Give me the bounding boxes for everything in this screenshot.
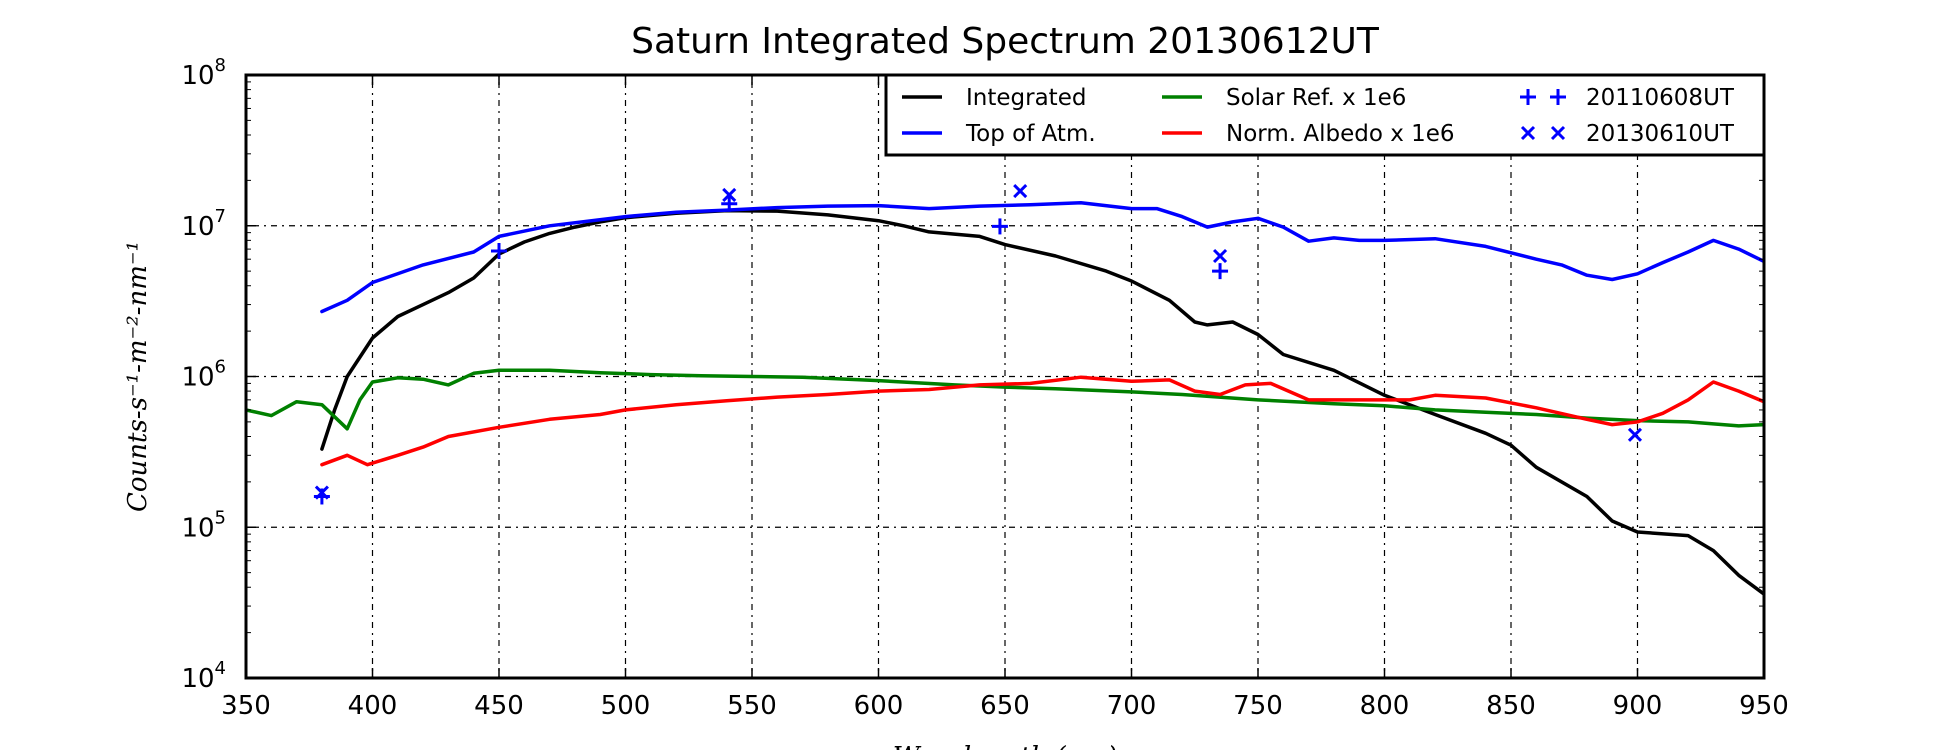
legend-label: Norm. Albedo x 1e6 bbox=[1226, 121, 1455, 147]
y-tick-base: 10 bbox=[181, 363, 214, 393]
legend-label: 20110608UT bbox=[1586, 85, 1735, 111]
marker-stroke bbox=[722, 187, 737, 203]
x-tick-label: 700 bbox=[1107, 691, 1157, 721]
x-tick-label: 400 bbox=[348, 691, 398, 721]
legend-item: Top of Atm. bbox=[902, 121, 1096, 147]
y-tick-exponent: 7 bbox=[215, 206, 226, 227]
y-tick-exponent: 5 bbox=[215, 507, 226, 528]
data-point-cross bbox=[1013, 183, 1028, 199]
legend-item: Integrated bbox=[902, 85, 1086, 111]
y-tick-label: 104 bbox=[181, 658, 226, 694]
legend-label: Top of Atm. bbox=[965, 121, 1096, 147]
legend-item: 20110608UT bbox=[1520, 85, 1735, 111]
x-tick-label: 750 bbox=[1233, 691, 1283, 721]
y-tick-label: 108 bbox=[181, 55, 226, 91]
y-tick-exponent: 8 bbox=[215, 55, 226, 76]
x-tick-label: 450 bbox=[474, 691, 524, 721]
legend-item: 20130610UT bbox=[1520, 121, 1735, 147]
data-point-plus bbox=[991, 218, 1008, 235]
x-tick-label: 950 bbox=[1739, 691, 1789, 721]
chart-title: Saturn Integrated Spectrum 20130612UT bbox=[631, 21, 1380, 62]
data-point-cross bbox=[314, 485, 329, 500]
legend-item: Solar Ref. x 1e6 bbox=[1162, 85, 1406, 111]
x-tick-label: 550 bbox=[727, 691, 777, 721]
y-tick-base: 10 bbox=[181, 61, 214, 91]
y-tick-base: 10 bbox=[181, 664, 214, 694]
legend-marker-cross bbox=[1550, 125, 1566, 141]
x-tick-label: 500 bbox=[601, 691, 651, 721]
y-axis-label: Counts-s⁻¹-m⁻²-nm⁻¹ bbox=[123, 241, 153, 512]
x-tick-label: 350 bbox=[221, 691, 271, 721]
marker-stroke bbox=[1520, 125, 1536, 141]
marker-stroke bbox=[314, 485, 329, 500]
series-line bbox=[246, 368, 1764, 431]
series-line bbox=[320, 201, 1764, 314]
data-point-cross bbox=[722, 187, 737, 203]
marker-stroke bbox=[1550, 125, 1566, 141]
y-tick-label: 107 bbox=[181, 206, 226, 242]
legend-marker-plus bbox=[1550, 89, 1566, 105]
y-tick-base: 10 bbox=[181, 513, 214, 543]
series-line bbox=[320, 375, 1764, 467]
x-tick-label: 600 bbox=[854, 691, 904, 721]
y-tick-base: 10 bbox=[181, 212, 214, 242]
series-line bbox=[320, 208, 1764, 596]
legend-label: Solar Ref. x 1e6 bbox=[1226, 85, 1406, 111]
x-axis-label: Wavelength (nm) bbox=[893, 742, 1117, 750]
legend-item: Norm. Albedo x 1e6 bbox=[1162, 121, 1455, 147]
marker-stroke bbox=[1212, 248, 1228, 264]
x-tick-label: 900 bbox=[1613, 691, 1663, 721]
plot-area bbox=[246, 201, 1764, 596]
x-tick-label: 850 bbox=[1486, 691, 1536, 721]
data-point-cross bbox=[1212, 248, 1228, 264]
data-point-plus bbox=[1212, 263, 1229, 280]
marker-stroke bbox=[1627, 427, 1643, 442]
legend-marker-cross bbox=[1520, 125, 1536, 141]
legend-box bbox=[884, 73, 1766, 157]
marker-stroke bbox=[1013, 183, 1028, 199]
data-point-plus bbox=[721, 195, 738, 212]
y-tick-label: 106 bbox=[181, 357, 226, 393]
grid-lines bbox=[246, 75, 1764, 678]
x-tick-label: 800 bbox=[1360, 691, 1410, 721]
legend-label: Integrated bbox=[966, 85, 1086, 111]
data-point-plus bbox=[491, 242, 507, 259]
legend-marker-plus bbox=[1520, 89, 1536, 105]
x-tick-label: 650 bbox=[980, 691, 1030, 721]
y-tick-label: 105 bbox=[181, 507, 226, 543]
axes: 350 400 450 500 550 600 650 700 750 800 850 900 950 1… bbox=[181, 55, 1788, 721]
y-tick-exponent: 6 bbox=[215, 357, 226, 378]
data-point-cross bbox=[1627, 427, 1643, 442]
y-tick-exponent: 4 bbox=[215, 658, 226, 679]
legend: Integrated Top of Atm. Solar Ref. x 1e6 Nor… bbox=[884, 73, 1766, 157]
legend-label: 20130610UT bbox=[1586, 121, 1735, 147]
